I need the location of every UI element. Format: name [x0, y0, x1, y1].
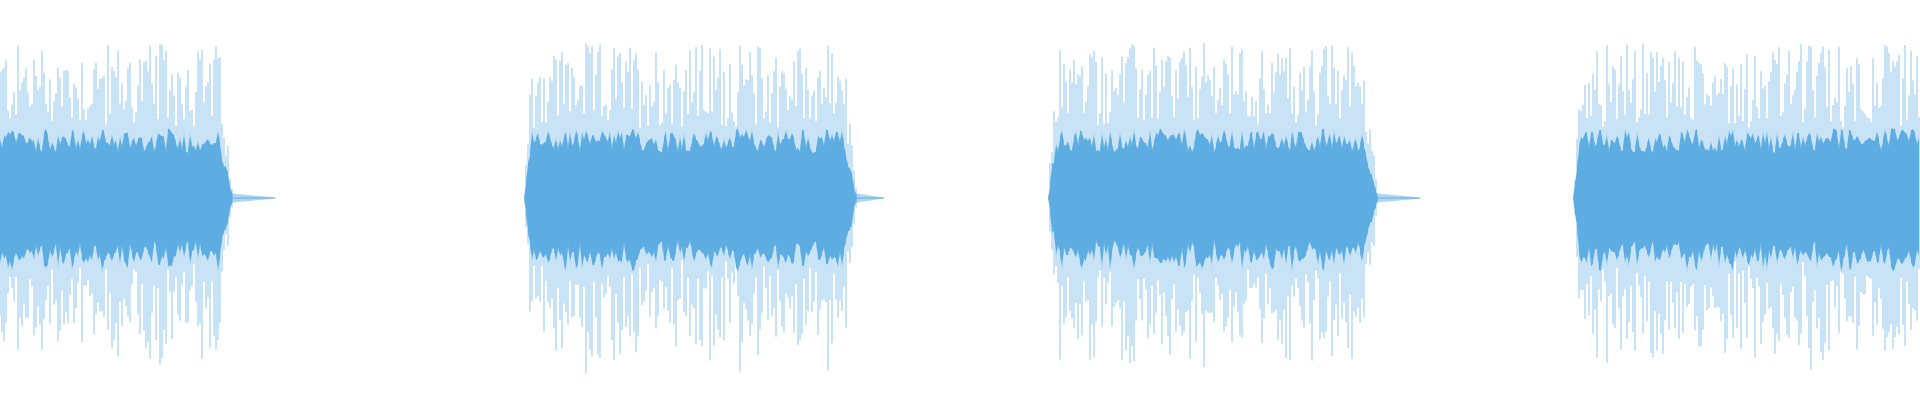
- waveform-body: [1048, 128, 1378, 273]
- waveform-body: [0, 128, 232, 273]
- waveform-body: [524, 128, 856, 272]
- waveform-body: [1573, 128, 1919, 274]
